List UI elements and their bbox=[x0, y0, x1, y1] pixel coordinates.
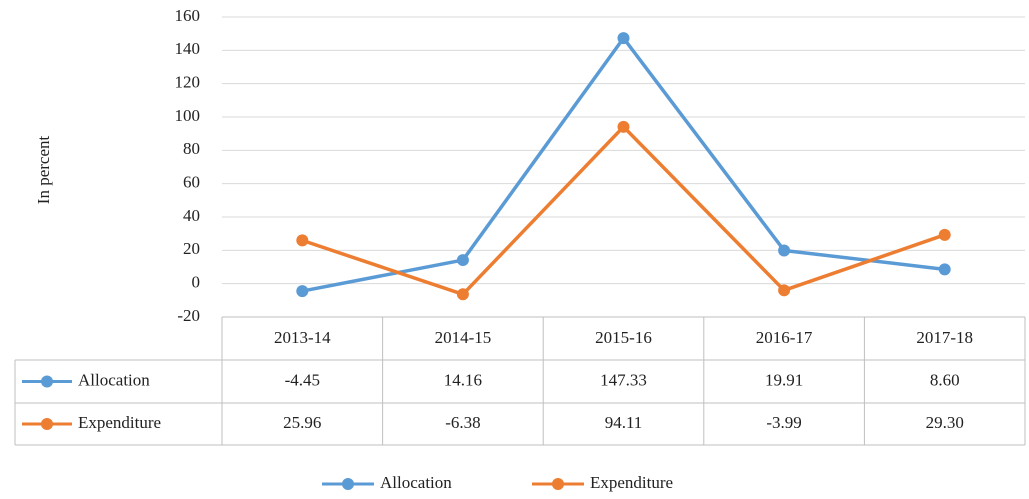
table-value: 19.91 bbox=[765, 370, 803, 389]
y-tick-label: 40 bbox=[183, 206, 200, 225]
legend-key bbox=[41, 375, 53, 388]
series-line bbox=[301, 36, 945, 293]
data-point bbox=[938, 263, 951, 276]
y-tick-label: 80 bbox=[183, 139, 200, 158]
series-line bbox=[301, 125, 946, 297]
table-value: -3.99 bbox=[766, 413, 801, 432]
table-value: 14.16 bbox=[444, 370, 482, 389]
data-point bbox=[617, 32, 630, 45]
legend-key bbox=[552, 478, 564, 490]
data-point bbox=[778, 284, 791, 297]
table-series-name: Expenditure bbox=[78, 413, 161, 432]
data-point bbox=[938, 228, 951, 241]
y-axis-label: In percent bbox=[34, 136, 53, 205]
data-point bbox=[296, 234, 309, 247]
table-series-name: Allocation bbox=[78, 370, 150, 389]
category-label: 2017-18 bbox=[916, 328, 973, 347]
table-value: 147.33 bbox=[600, 370, 647, 389]
y-tick-label: 100 bbox=[175, 106, 201, 125]
table-value: -4.45 bbox=[285, 370, 320, 389]
y-tick-label: 160 bbox=[175, 6, 201, 25]
y-tick-label: 20 bbox=[183, 239, 200, 258]
table-value: 8.60 bbox=[930, 370, 960, 389]
y-tick-label: 60 bbox=[183, 173, 200, 192]
legend-label: Allocation bbox=[380, 473, 452, 492]
data-point bbox=[617, 120, 630, 133]
category-label: 2014-15 bbox=[435, 328, 492, 347]
table-value: -6.38 bbox=[445, 413, 480, 432]
legend-key bbox=[41, 418, 53, 430]
y-tick-label: -20 bbox=[177, 306, 200, 325]
category-label: 2016-17 bbox=[756, 328, 813, 347]
data-point bbox=[778, 244, 791, 257]
y-tick-label: 0 bbox=[192, 273, 201, 292]
data-point bbox=[456, 254, 469, 267]
table-value: 29.30 bbox=[926, 413, 964, 432]
data-point bbox=[456, 288, 469, 301]
category-label: 2015-16 bbox=[595, 328, 652, 347]
y-tick-label: 140 bbox=[175, 39, 201, 58]
category-label: 2013-14 bbox=[274, 328, 331, 347]
table-value: 25.96 bbox=[283, 413, 321, 432]
legend-label: Expenditure bbox=[590, 473, 673, 492]
data-point bbox=[296, 285, 309, 298]
legend-key bbox=[342, 478, 354, 490]
y-tick-label: 120 bbox=[175, 73, 201, 92]
table-value: 94.11 bbox=[605, 413, 643, 432]
